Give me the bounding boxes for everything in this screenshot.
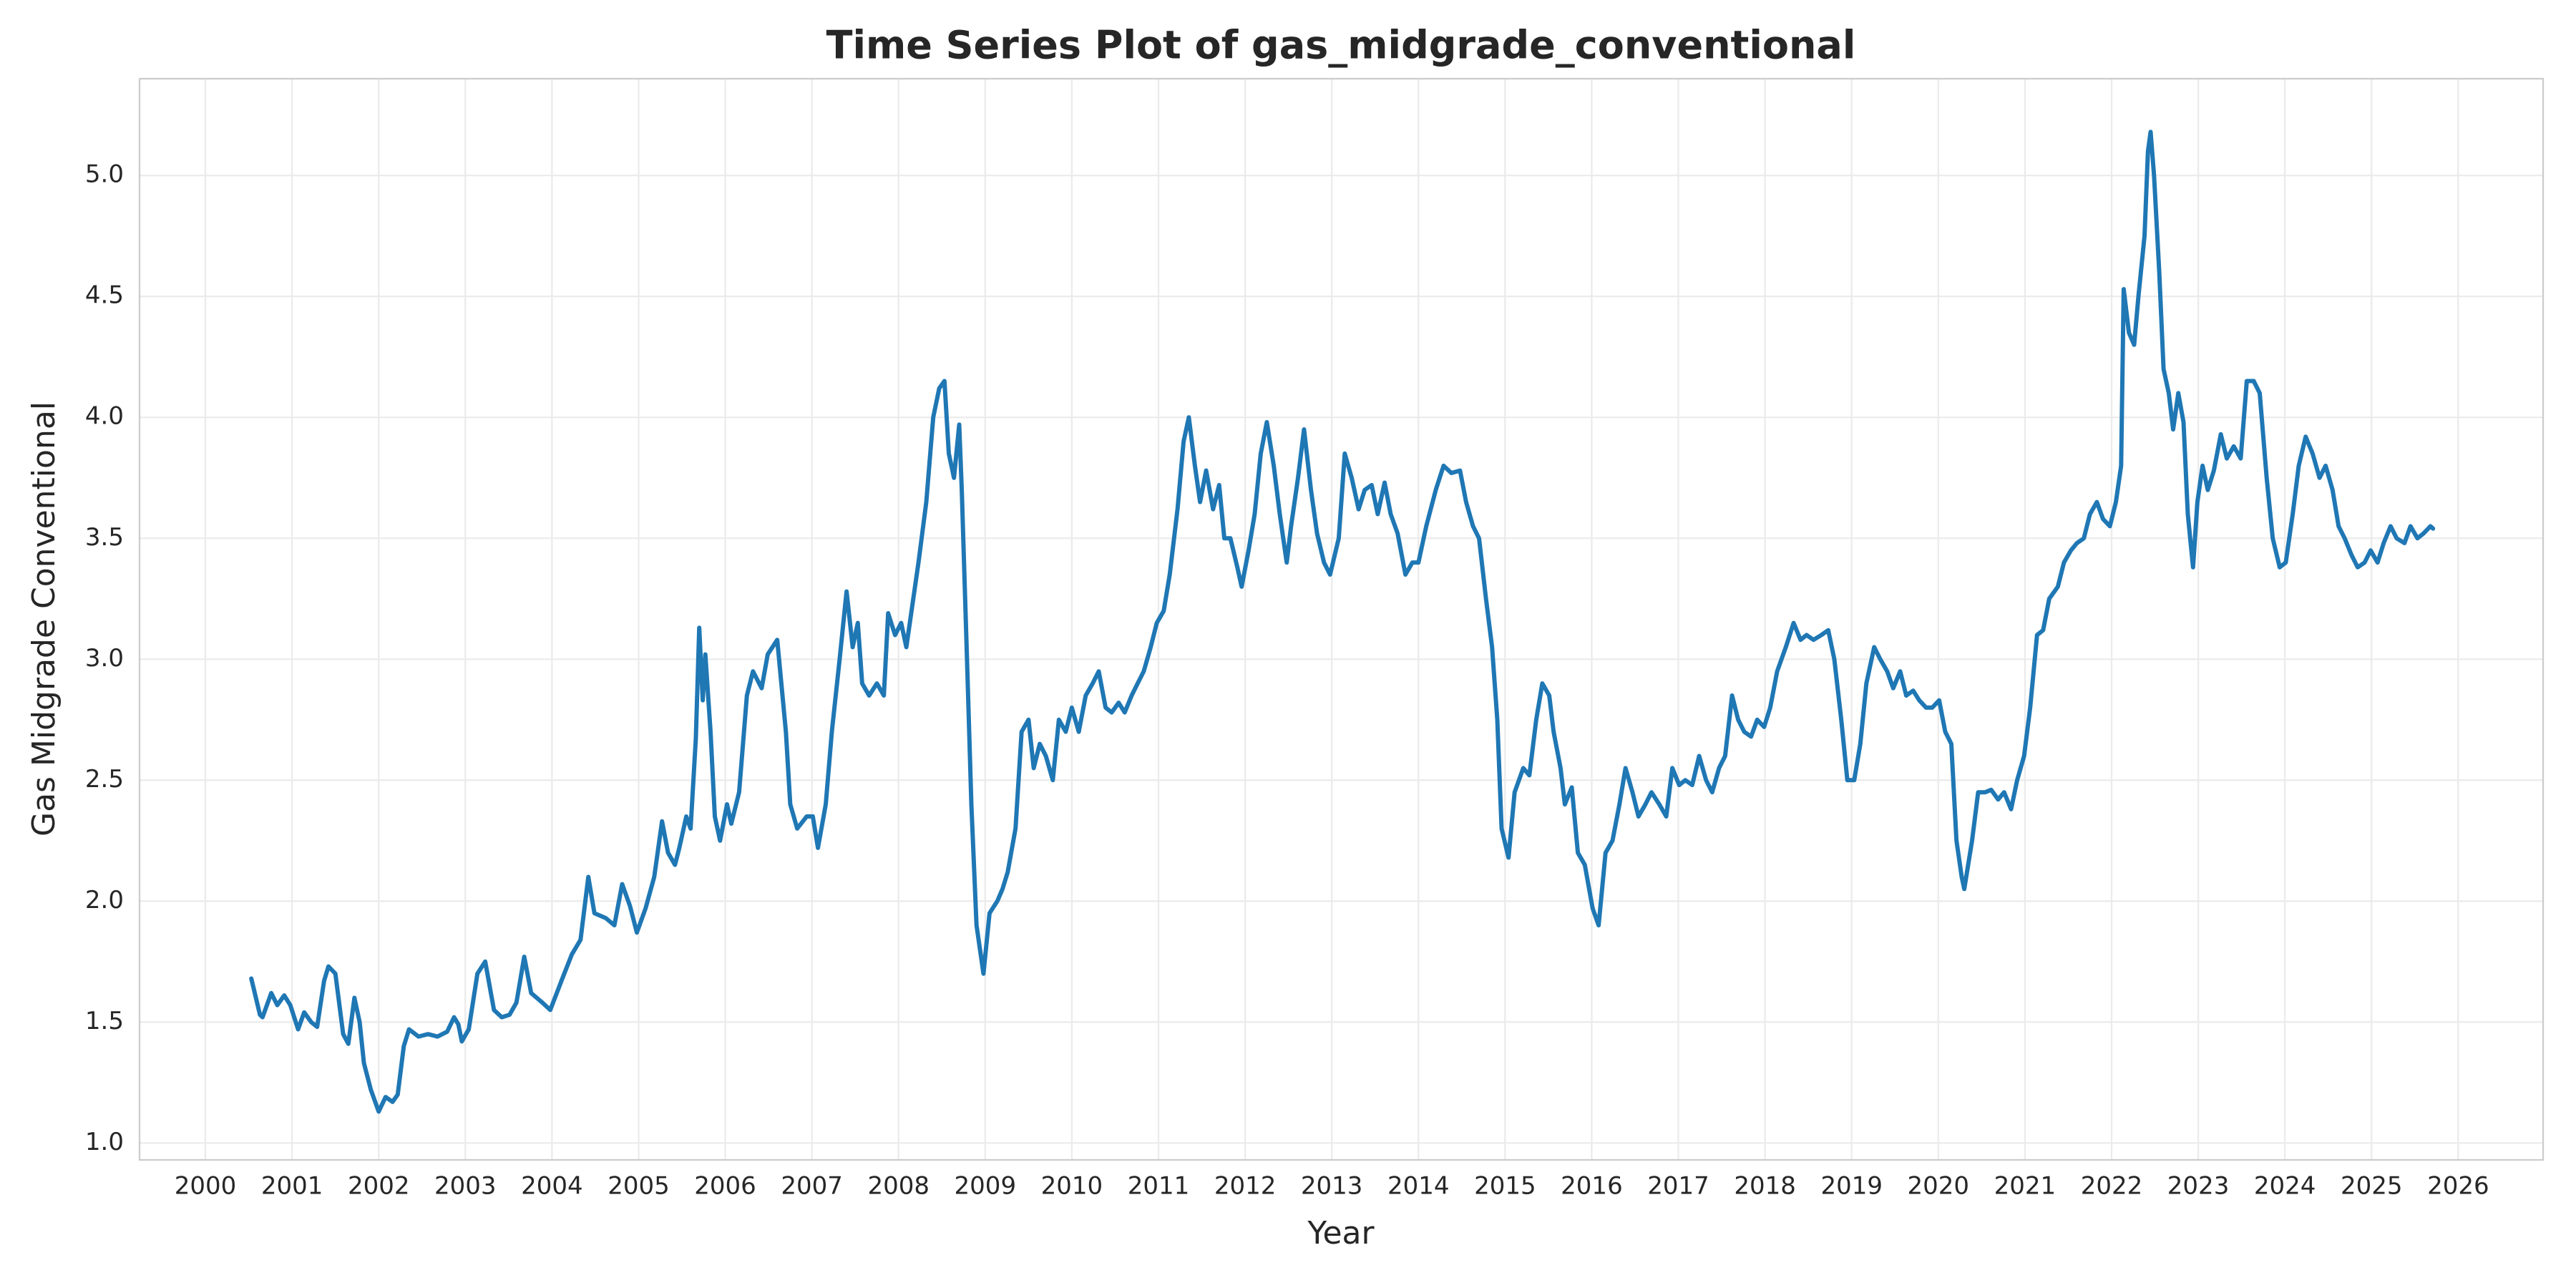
y-tick-label: 1.5 bbox=[85, 1007, 124, 1035]
x-axis-label: Year bbox=[1307, 1215, 1375, 1252]
tick-labels: 2000 2001 2002 2003 2004 2005 2006 2007 2008 2009… bbox=[85, 160, 2489, 1201]
y-tick-label: 3.5 bbox=[85, 523, 124, 552]
x-tick-label: 2026 bbox=[2427, 1172, 2489, 1201]
plot-frame bbox=[138, 77, 2545, 1161]
x-tick-label: 2009 bbox=[955, 1172, 1017, 1201]
x-tick-label: 2000 bbox=[175, 1172, 237, 1201]
y-tick-label: 4.5 bbox=[85, 281, 124, 310]
chart-title: Time Series Plot of gas_midgrade_convent… bbox=[826, 23, 1856, 68]
x-tick-label: 2017 bbox=[1647, 1172, 1709, 1201]
x-tick-label: 2015 bbox=[1474, 1172, 1536, 1201]
x-tick-label: 2022 bbox=[2081, 1172, 2143, 1201]
x-tick-label: 2007 bbox=[781, 1172, 843, 1201]
x-tick-label: 2010 bbox=[1041, 1172, 1103, 1201]
x-tick-label: 2005 bbox=[608, 1172, 670, 1201]
plot-data bbox=[249, 130, 2436, 1114]
x-tick-label: 2011 bbox=[1128, 1172, 1190, 1201]
y-tick-label: 2.5 bbox=[85, 765, 124, 794]
x-tick-label: 2023 bbox=[2167, 1172, 2230, 1201]
x-tick-label: 2003 bbox=[434, 1172, 497, 1201]
y-tick-label: 5.0 bbox=[85, 160, 124, 189]
x-tick-label: 2019 bbox=[1820, 1172, 1883, 1201]
y-tick-label: 2.0 bbox=[85, 886, 124, 914]
x-tick-label: 2018 bbox=[1734, 1172, 1796, 1201]
x-tick-label: 2021 bbox=[1994, 1172, 2057, 1201]
x-tick-label: 2016 bbox=[1561, 1172, 1623, 1201]
y-tick-label: 1.0 bbox=[85, 1128, 124, 1156]
x-tick-label: 2008 bbox=[867, 1172, 930, 1201]
grid bbox=[140, 79, 2543, 1160]
x-tick-label: 2013 bbox=[1301, 1172, 1363, 1201]
data-line bbox=[249, 130, 2436, 1114]
x-tick-label: 2014 bbox=[1387, 1172, 1450, 1201]
y-tick-label: 4.0 bbox=[85, 402, 124, 431]
x-tick-label: 2024 bbox=[2254, 1172, 2316, 1201]
x-tick-label: 2004 bbox=[521, 1172, 583, 1201]
y-tick-label: 3.0 bbox=[85, 644, 124, 673]
x-tick-label: 2025 bbox=[2341, 1172, 2403, 1201]
x-tick-label: 2020 bbox=[1908, 1172, 1970, 1201]
x-tick-label: 2012 bbox=[1214, 1172, 1277, 1201]
y-axis-label: Gas Midgrade Conventional bbox=[26, 401, 62, 836]
x-tick-label: 2006 bbox=[694, 1172, 756, 1201]
x-tick-label: 2002 bbox=[348, 1172, 410, 1201]
x-tick-label: 2001 bbox=[261, 1172, 323, 1201]
